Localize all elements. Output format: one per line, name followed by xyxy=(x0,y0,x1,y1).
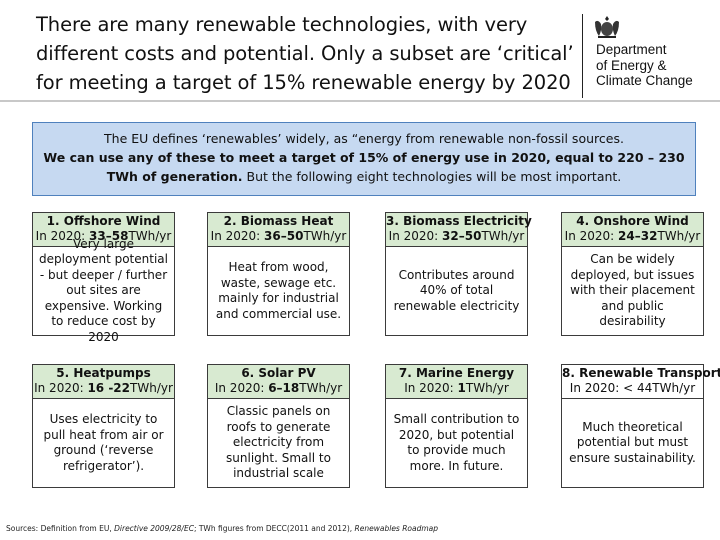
card-estimate: In 2020: 33–58TWh/yr xyxy=(35,229,172,243)
card-title: 7. Marine Energy xyxy=(398,366,515,380)
card-header: 7. Marine Energy In 2020: 1TWh/yr xyxy=(386,365,527,399)
card-estimate: In 2020: 16 -22TWh/yr xyxy=(34,381,173,395)
card-title: 1. Offshore Wind xyxy=(46,214,161,228)
department-line-3: Climate Change xyxy=(596,73,693,88)
department-line-2: of Energy & xyxy=(596,57,667,73)
card-title: 2. Biomass Heat xyxy=(223,214,334,228)
department-line-1: Department xyxy=(596,42,667,57)
tech-card-heatpumps: 5. Heatpumps In 2020: 16 -22TWh/yr Uses … xyxy=(32,364,175,488)
card-description: Contributes around 40% of total renewabl… xyxy=(393,267,520,313)
card-estimate: In 2020: 24–32TWh/yr xyxy=(564,229,701,243)
card-description: Can be widely deployed, but issues with … xyxy=(570,252,695,329)
tech-card-biomass-heat: 2. Biomass Heat In 2020: 36–50TWh/yr Hea… xyxy=(207,212,350,336)
tech-card-renewable-transport: 8. Renewable Transport In 2020: < 44TWh/… xyxy=(561,364,720,488)
card-estimate: In 2020: 32–50TWh/yr xyxy=(388,229,525,243)
card-header: 8. Renewable Transport In 2020: < 44TWh/… xyxy=(562,365,720,399)
department-logo xyxy=(582,14,715,98)
tech-card-onshore-wind: 4. Onshore Wind In 2020: 24–32TWh/yr Can… xyxy=(561,212,704,336)
card-title: 5. Heatpumps xyxy=(56,366,151,380)
slide-title: There are many renewable technologies, w… xyxy=(36,13,574,94)
card-description: Uses electricity to pull heat from air o… xyxy=(43,412,164,473)
card-title: 6. Solar PV xyxy=(241,366,316,380)
card-title: 3. Biomass Electricity xyxy=(386,214,532,228)
card-description: Small contribution to 2020, but potentia… xyxy=(393,412,520,473)
intro-box: The EU defines ‘renewables’ widely, as “… xyxy=(32,122,696,196)
tech-card-marine-energy: 7. Marine Energy In 2020: 1TWh/yr Small … xyxy=(385,364,528,488)
card-description: Very large deployment potential - but de… xyxy=(39,237,168,344)
tech-card-offshore-wind: 1. Offshore Wind In 2020: 33–58TWh/yr Ve… xyxy=(32,212,175,344)
intro-tail-text: But the following eight technologies wil… xyxy=(242,169,622,184)
department-name: Department of Energy & Climate Change xyxy=(596,42,693,89)
card-header: 5. Heatpumps In 2020: 16 -22TWh/yr xyxy=(33,365,174,399)
title-divider xyxy=(0,100,720,102)
royal-crest-icon xyxy=(595,16,619,38)
card-description: Classic panels on roofs to generate elec… xyxy=(226,404,331,481)
card-estimate: In 2020: 6–18TWh/yr xyxy=(214,381,343,395)
card-description: Much theoretical potential but must ensu… xyxy=(569,419,696,465)
card-estimate: In 2020: < 44TWh/yr xyxy=(569,381,696,395)
card-header: 4. Onshore Wind In 2020: 24–32TWh/yr xyxy=(562,213,703,247)
card-estimate: In 2020: 36–50TWh/yr xyxy=(210,229,347,243)
sources-footnote: Sources: Definition from EU, Directive 2… xyxy=(6,524,439,533)
card-title: 8. Renewable Transport xyxy=(562,366,720,380)
card-header: 3. Biomass Electricity In 2020: 32–50TWh… xyxy=(386,213,532,247)
card-header: 6. Solar PV In 2020: 6–18TWh/yr xyxy=(208,365,349,399)
tech-card-solar-pv: 6. Solar PV In 2020: 6–18TWh/yr Classic … xyxy=(207,364,350,488)
tech-card-biomass-electricity: 3. Biomass Electricity In 2020: 32–50TWh… xyxy=(385,212,532,336)
card-header: 2. Biomass Heat In 2020: 36–50TWh/yr xyxy=(208,213,349,247)
card-description: Heat from wood, waste, sewage etc. mainl… xyxy=(215,260,342,321)
card-title: 4. Onshore Wind xyxy=(576,214,689,228)
card-header: 1. Offshore Wind In 2020: 33–58TWh/yr xyxy=(33,213,174,247)
intro-bold-text: We can use any of these to meet a target… xyxy=(43,150,685,184)
intro-text: The EU defines ‘renewables’ widely, as “… xyxy=(104,131,624,146)
card-estimate: In 2020: 1TWh/yr xyxy=(404,381,509,395)
